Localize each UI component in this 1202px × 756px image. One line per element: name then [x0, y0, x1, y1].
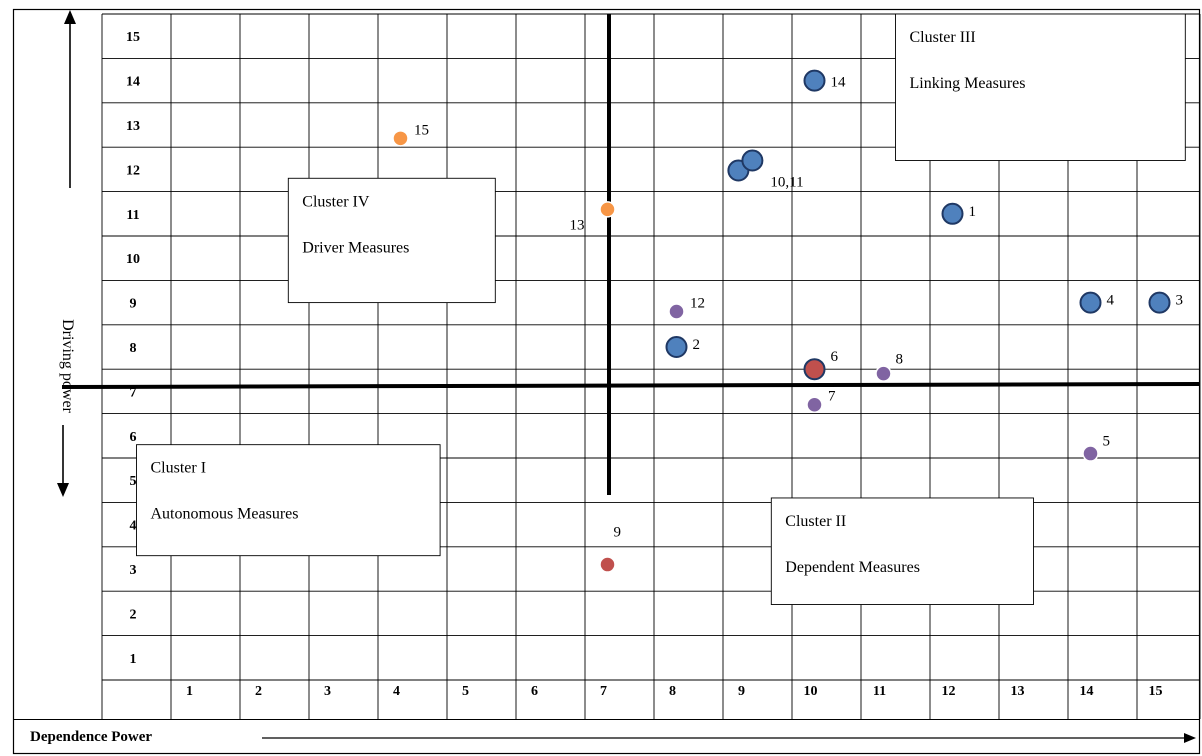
cluster-box	[136, 444, 441, 557]
y-tick-label: 7	[130, 385, 137, 400]
x-tick-label: 12	[942, 684, 956, 699]
cluster-description: Dependent Measures	[785, 559, 920, 576]
y-tick-label: 5	[130, 474, 137, 489]
x-tick-label: 1	[186, 684, 193, 699]
y-tick-label: 6	[130, 430, 137, 445]
data-point-10-11	[741, 149, 764, 172]
cluster-dividers	[61, 14, 1201, 495]
cluster-box	[895, 13, 1186, 161]
x-tick-label: 15	[1149, 684, 1163, 699]
cluster-boxes: Cluster IV Driver Measures Cluster III Link…	[136, 13, 1186, 605]
data-point-7	[806, 396, 823, 413]
y-tick-label: 2	[130, 607, 137, 622]
y-tick-label: 13	[126, 119, 140, 134]
right-arrow-head	[1184, 733, 1196, 743]
x-tick-label: 8	[669, 684, 676, 699]
cluster-name: Cluster IV	[302, 193, 370, 210]
data-point-3	[1148, 291, 1171, 314]
y-tick-label: 1	[130, 652, 137, 667]
down-arrow-head	[57, 483, 69, 497]
data-point-1	[941, 202, 964, 225]
y-tick-label: 10	[126, 252, 140, 267]
data-point-5	[1082, 445, 1099, 462]
cluster-name: Cluster II	[785, 513, 846, 530]
y-tick-label: 12	[126, 163, 140, 178]
data-point-14	[803, 69, 826, 92]
data-point-2	[665, 336, 688, 358]
y-tick-label: 3	[130, 563, 137, 578]
x-axis-title: Dependence Power	[30, 729, 152, 745]
y-tick-label: 15	[126, 30, 140, 45]
data-point-label: 3	[1176, 293, 1184, 309]
data-point-label: 15	[414, 122, 429, 138]
data-point-4	[1079, 291, 1102, 314]
data-point-label: 8	[896, 352, 904, 368]
up-arrow-head	[64, 10, 76, 24]
data-point-label: 6	[831, 349, 839, 365]
data-point-8	[875, 365, 892, 382]
cluster-box	[770, 497, 1034, 605]
outer-frame	[12, 8, 1201, 755]
x-tick-label: 9	[738, 684, 745, 699]
x-tick-label: 4	[393, 684, 400, 699]
data-point-label: 7	[828, 389, 836, 405]
y-tick-label: 4	[130, 519, 137, 534]
x-tick-label: 2	[255, 684, 262, 699]
dependence-power-axis: Dependence Power	[30, 729, 1196, 745]
x-tick-label: 10	[804, 684, 818, 699]
cluster-description: Driver Measures	[302, 239, 409, 256]
data-point-label: 10,11	[770, 175, 803, 191]
cluster-description: Autonomous Measures	[151, 506, 299, 523]
y-axis-title: Driving power	[59, 319, 76, 413]
data-point-label: 2	[693, 337, 701, 353]
y-tick-label: 9	[130, 297, 137, 312]
x-tick-label: 3	[324, 684, 331, 699]
y-tick-label: 8	[130, 341, 137, 356]
data-point-13	[599, 201, 616, 218]
data-point-label: 5	[1103, 434, 1111, 450]
x-tick-label: 6	[531, 684, 538, 699]
cluster-name: Cluster I	[151, 460, 207, 477]
cluster-box	[287, 177, 496, 304]
data-point-label: 14	[831, 75, 847, 91]
x-tick-label: 5	[462, 684, 469, 699]
data-point-label: 9	[614, 525, 622, 541]
x-tick-label: 11	[873, 684, 886, 699]
data-point-9	[599, 556, 616, 573]
y-tick-label: 14	[126, 75, 140, 90]
cluster-name: Cluster III	[910, 29, 976, 46]
cluster-description: Linking Measures	[910, 75, 1026, 92]
data-point-12	[668, 303, 685, 320]
data-point-label: 4	[1107, 293, 1115, 309]
x-tick-label: 13	[1011, 684, 1025, 699]
x-tick-label: 14	[1080, 684, 1094, 699]
driving-power-axis: Driving power	[57, 10, 76, 497]
y-tick-label: 11	[126, 208, 139, 223]
x-tick-label: 7	[600, 684, 607, 699]
data-point-15	[392, 130, 409, 147]
data-point-label: 12	[690, 295, 705, 311]
data-point-label: 1	[969, 204, 977, 220]
horizontal-divider	[61, 382, 1201, 389]
data-point-6	[803, 358, 826, 381]
data-point-label: 13	[570, 217, 585, 233]
